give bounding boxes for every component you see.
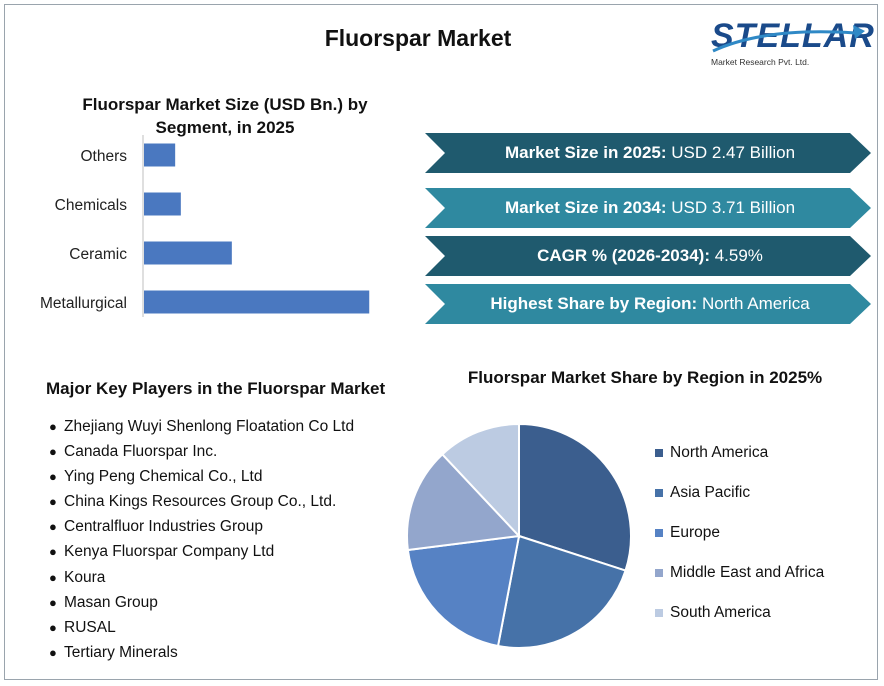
legend-label: South America [670,604,771,621]
stat-key: Market Size in 2034: [504,198,667,217]
stat-banner-text: Market Size in 2034: USD 3.71 Billion [425,188,875,228]
player-item: ● Ying Peng Chemical Co., Ltd [49,464,354,489]
legend-swatch [655,569,663,577]
stat-banner: Market Size in 2034: USD 3.71 Billion [425,188,875,228]
player-name: Koura [64,568,106,586]
legend-label: Middle East and Africa [670,564,825,581]
player-item: ● Centralfluor Industries Group [49,514,354,539]
bullet-icon: ● [49,544,57,560]
player-name: Ying Peng Chemical Co., Ltd [64,468,263,486]
pie-slice-south-america [440,423,520,539]
player-item: ● Canada Fluorspar Inc. [49,439,354,464]
bar-category-label: Others [80,148,127,165]
player-name: Masan Group [64,593,158,611]
stat-banner-text: Market Size in 2025: USD 2.47 Billion [425,133,875,173]
legend-item: Asia Pacific [655,473,824,513]
bar-category-label: Ceramic [69,246,127,263]
bullet-icon: ● [49,494,57,510]
player-name: Centralfluor Industries Group [64,518,264,536]
stat-banner-text: CAGR % (2026-2034): 4.59% [425,236,875,276]
pie-chart-title: Fluorspar Market Share by Region in 2025… [467,368,823,387]
logo-subtitle: Market Research Pvt. Ltd. [711,57,810,67]
player-item: ● China Kings Resources Group Co., Ltd. [49,489,354,514]
pie-slice-middle-east-and-africa [406,452,522,552]
player-item: ● RUSAL [49,615,354,640]
bar-chemicals [144,192,181,216]
region-pie-chart [406,423,632,649]
player-item: ● Zhejiang Wuyi Shenlong Floatation Co Lt… [49,414,354,439]
player-name: Kenya Fluorspar Company Ltd [64,543,275,561]
infographic-frame: Fluorspar Market STELLAR Market Research… [4,4,878,680]
legend-item: Europe [655,513,824,553]
player-name: Zhejiang Wuyi Shenlong Floatation Co Ltd [64,418,355,435]
bar-chart-title-line1: Fluorspar Market Size (USD Bn.) by [82,95,368,114]
bar-category-label: Chemicals [55,197,128,214]
bullet-icon: ● [49,569,57,585]
bar-others [144,143,176,167]
stat-value: USD 2.47 Billion [666,143,796,162]
stat-banner: Market Size in 2025: USD 2.47 Billion [425,133,875,173]
bar-category-label: Metallurgical [40,295,127,312]
legend-item: North America [655,433,824,473]
bar-chart-title-line2: Segment, in 2025 [155,118,295,137]
stat-key: CAGR % (2026-2034): [537,246,710,265]
legend-label: Asia Pacific [670,484,751,501]
player-name: Canada Fluorspar Inc. [64,443,218,461]
bullet-icon: ● [49,444,57,460]
legend-swatch [655,529,663,537]
segment-bar-chart: Others Chemicals Ceramic Metallurgical [40,135,370,317]
pie-slice-europe [406,534,521,648]
bullet-icon: ● [49,469,57,485]
player-name: China Kings Resources Group Co., Ltd. [64,493,337,511]
stellar-logo: STELLAR Market Research Pvt. Ltd. [705,13,875,73]
pie-slice-asia-pacific [496,534,627,649]
bullet-icon: ● [49,619,57,635]
bullet-icon: ● [49,519,57,535]
player-item: ● Masan Group [49,590,354,615]
legend-item: Middle East and Africa [655,553,824,593]
pie-legend: North America Asia Pacific Europe Middle Ea… [655,433,824,633]
stat-banner: CAGR % (2026-2034): 4.59% [425,236,875,276]
players-list: ● Zhejiang Wuyi Shenlong Floatation Co Lt… [49,414,354,665]
player-name: RUSAL [64,618,116,636]
stat-banner-text: Highest Share by Region: North America [425,284,875,324]
player-name: Tertiary Minerals [64,643,178,661]
bullet-icon: ● [49,644,57,660]
player-item: ● Tertiary Minerals [49,640,354,665]
legend-swatch [655,609,663,617]
stat-banner: Highest Share by Region: North America [425,284,875,324]
players-title: Major Key Players in the Fluorspar Marke… [46,379,386,398]
stat-key: Market Size in 2025: [504,143,667,162]
stat-key: Highest Share by Region: [490,294,698,313]
bullet-icon: ● [49,419,57,434]
legend-label: North America [670,444,769,461]
logo-word: STELLAR [711,17,875,55]
player-item: ● Kenya Fluorspar Company Ltd [49,539,354,564]
legend-swatch [655,449,663,457]
legend-swatch [655,489,663,497]
legend-label: Europe [670,524,720,541]
bar-chart-title: Fluorspar Market Size (USD Bn.) by Segme… [35,93,415,139]
bar-metallurgical [144,290,370,314]
stat-value: USD 3.71 Billion [666,198,796,217]
logo-swoosh-icon [712,25,865,53]
page-title: Fluorspar Market [324,25,512,51]
stat-value: 4.59% [709,246,763,265]
legend-item: South America [655,593,824,633]
pie-slice-north-america [518,423,632,572]
player-item: ● Koura [49,565,354,590]
stat-value: North America [697,294,810,313]
bar-ceramic [144,241,232,265]
bullet-icon: ● [49,594,57,610]
